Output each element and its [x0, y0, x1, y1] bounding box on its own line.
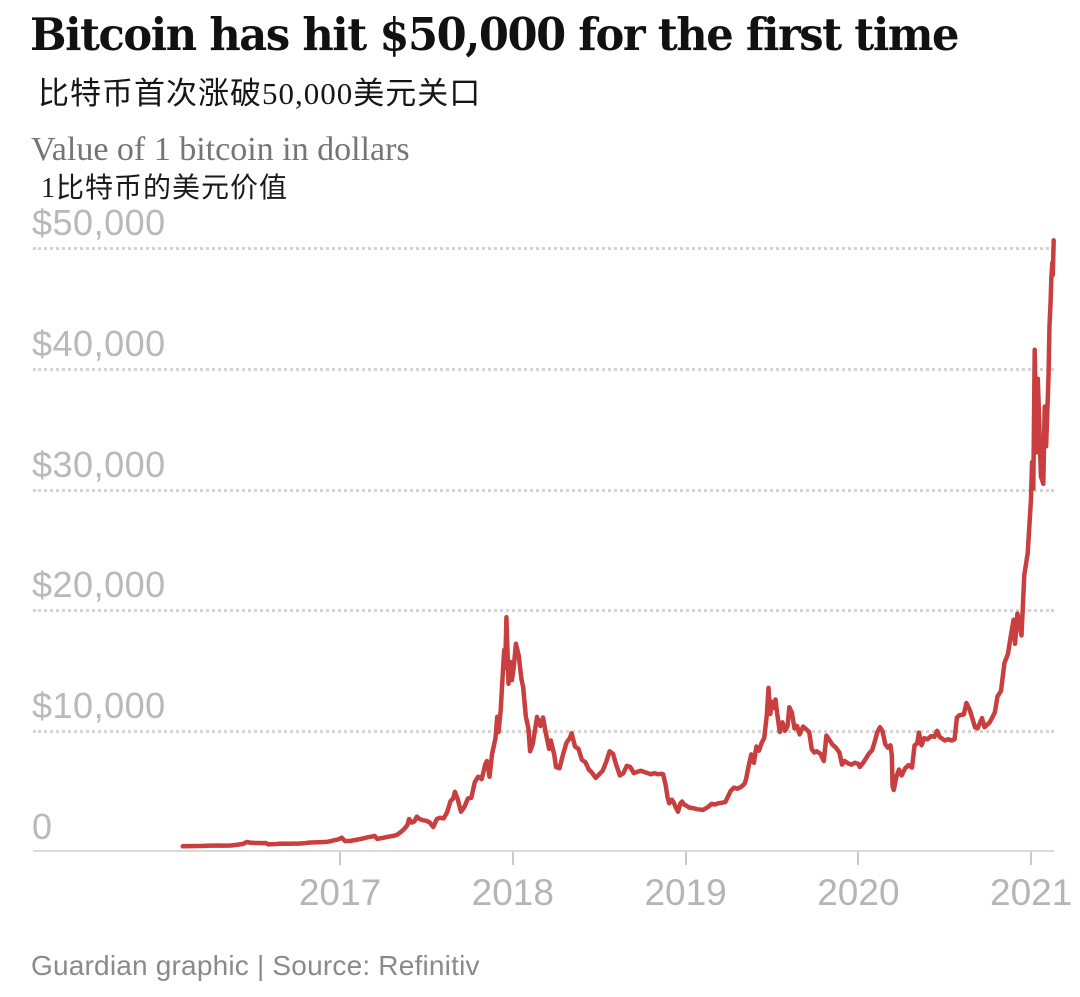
- x-tick-label: 2017: [298, 872, 382, 913]
- source-credit: Guardian graphic | Source: Refinitiv: [31, 950, 480, 981]
- x-axis-line: [33, 850, 1054, 852]
- x-tick-label: 2020: [817, 872, 900, 913]
- y-gridline: [33, 609, 1054, 613]
- x-tick-mark: [684, 852, 687, 865]
- chart-subtitle-chinese: 1比特币的美元价值: [41, 173, 289, 204]
- x-tick-label: 2019: [644, 872, 727, 913]
- x-tick-label: 2018: [471, 872, 554, 913]
- page-title: Bitcoin has hit $50,000 for the first ti…: [30, 8, 960, 61]
- y-tick-label: $40,000: [32, 322, 166, 364]
- y-gridline: [33, 367, 1054, 371]
- y-gridline: [33, 247, 1054, 250]
- x-tick-mark: [857, 852, 860, 865]
- x-tick-mark: [511, 852, 514, 865]
- y-tick-label: $10,000: [32, 685, 166, 727]
- x-tick-mark: [339, 852, 341, 865]
- y-tick-label: 0: [32, 806, 53, 847]
- page-title-chinese: 比特币首次涨破50,000美元关口: [38, 76, 482, 111]
- x-tick-label: 2021: [990, 872, 1073, 913]
- y-tick-label: $20,000: [32, 564, 166, 606]
- price-line-series: [180, 238, 1056, 849]
- x-tick-mark: [1030, 852, 1033, 865]
- y-gridline: [33, 488, 1054, 492]
- y-tick-label: $30,000: [32, 443, 166, 485]
- chart-subtitle: Value of 1 bitcoin in dollars: [31, 131, 410, 168]
- y-tick-label: $50,000: [32, 202, 166, 243]
